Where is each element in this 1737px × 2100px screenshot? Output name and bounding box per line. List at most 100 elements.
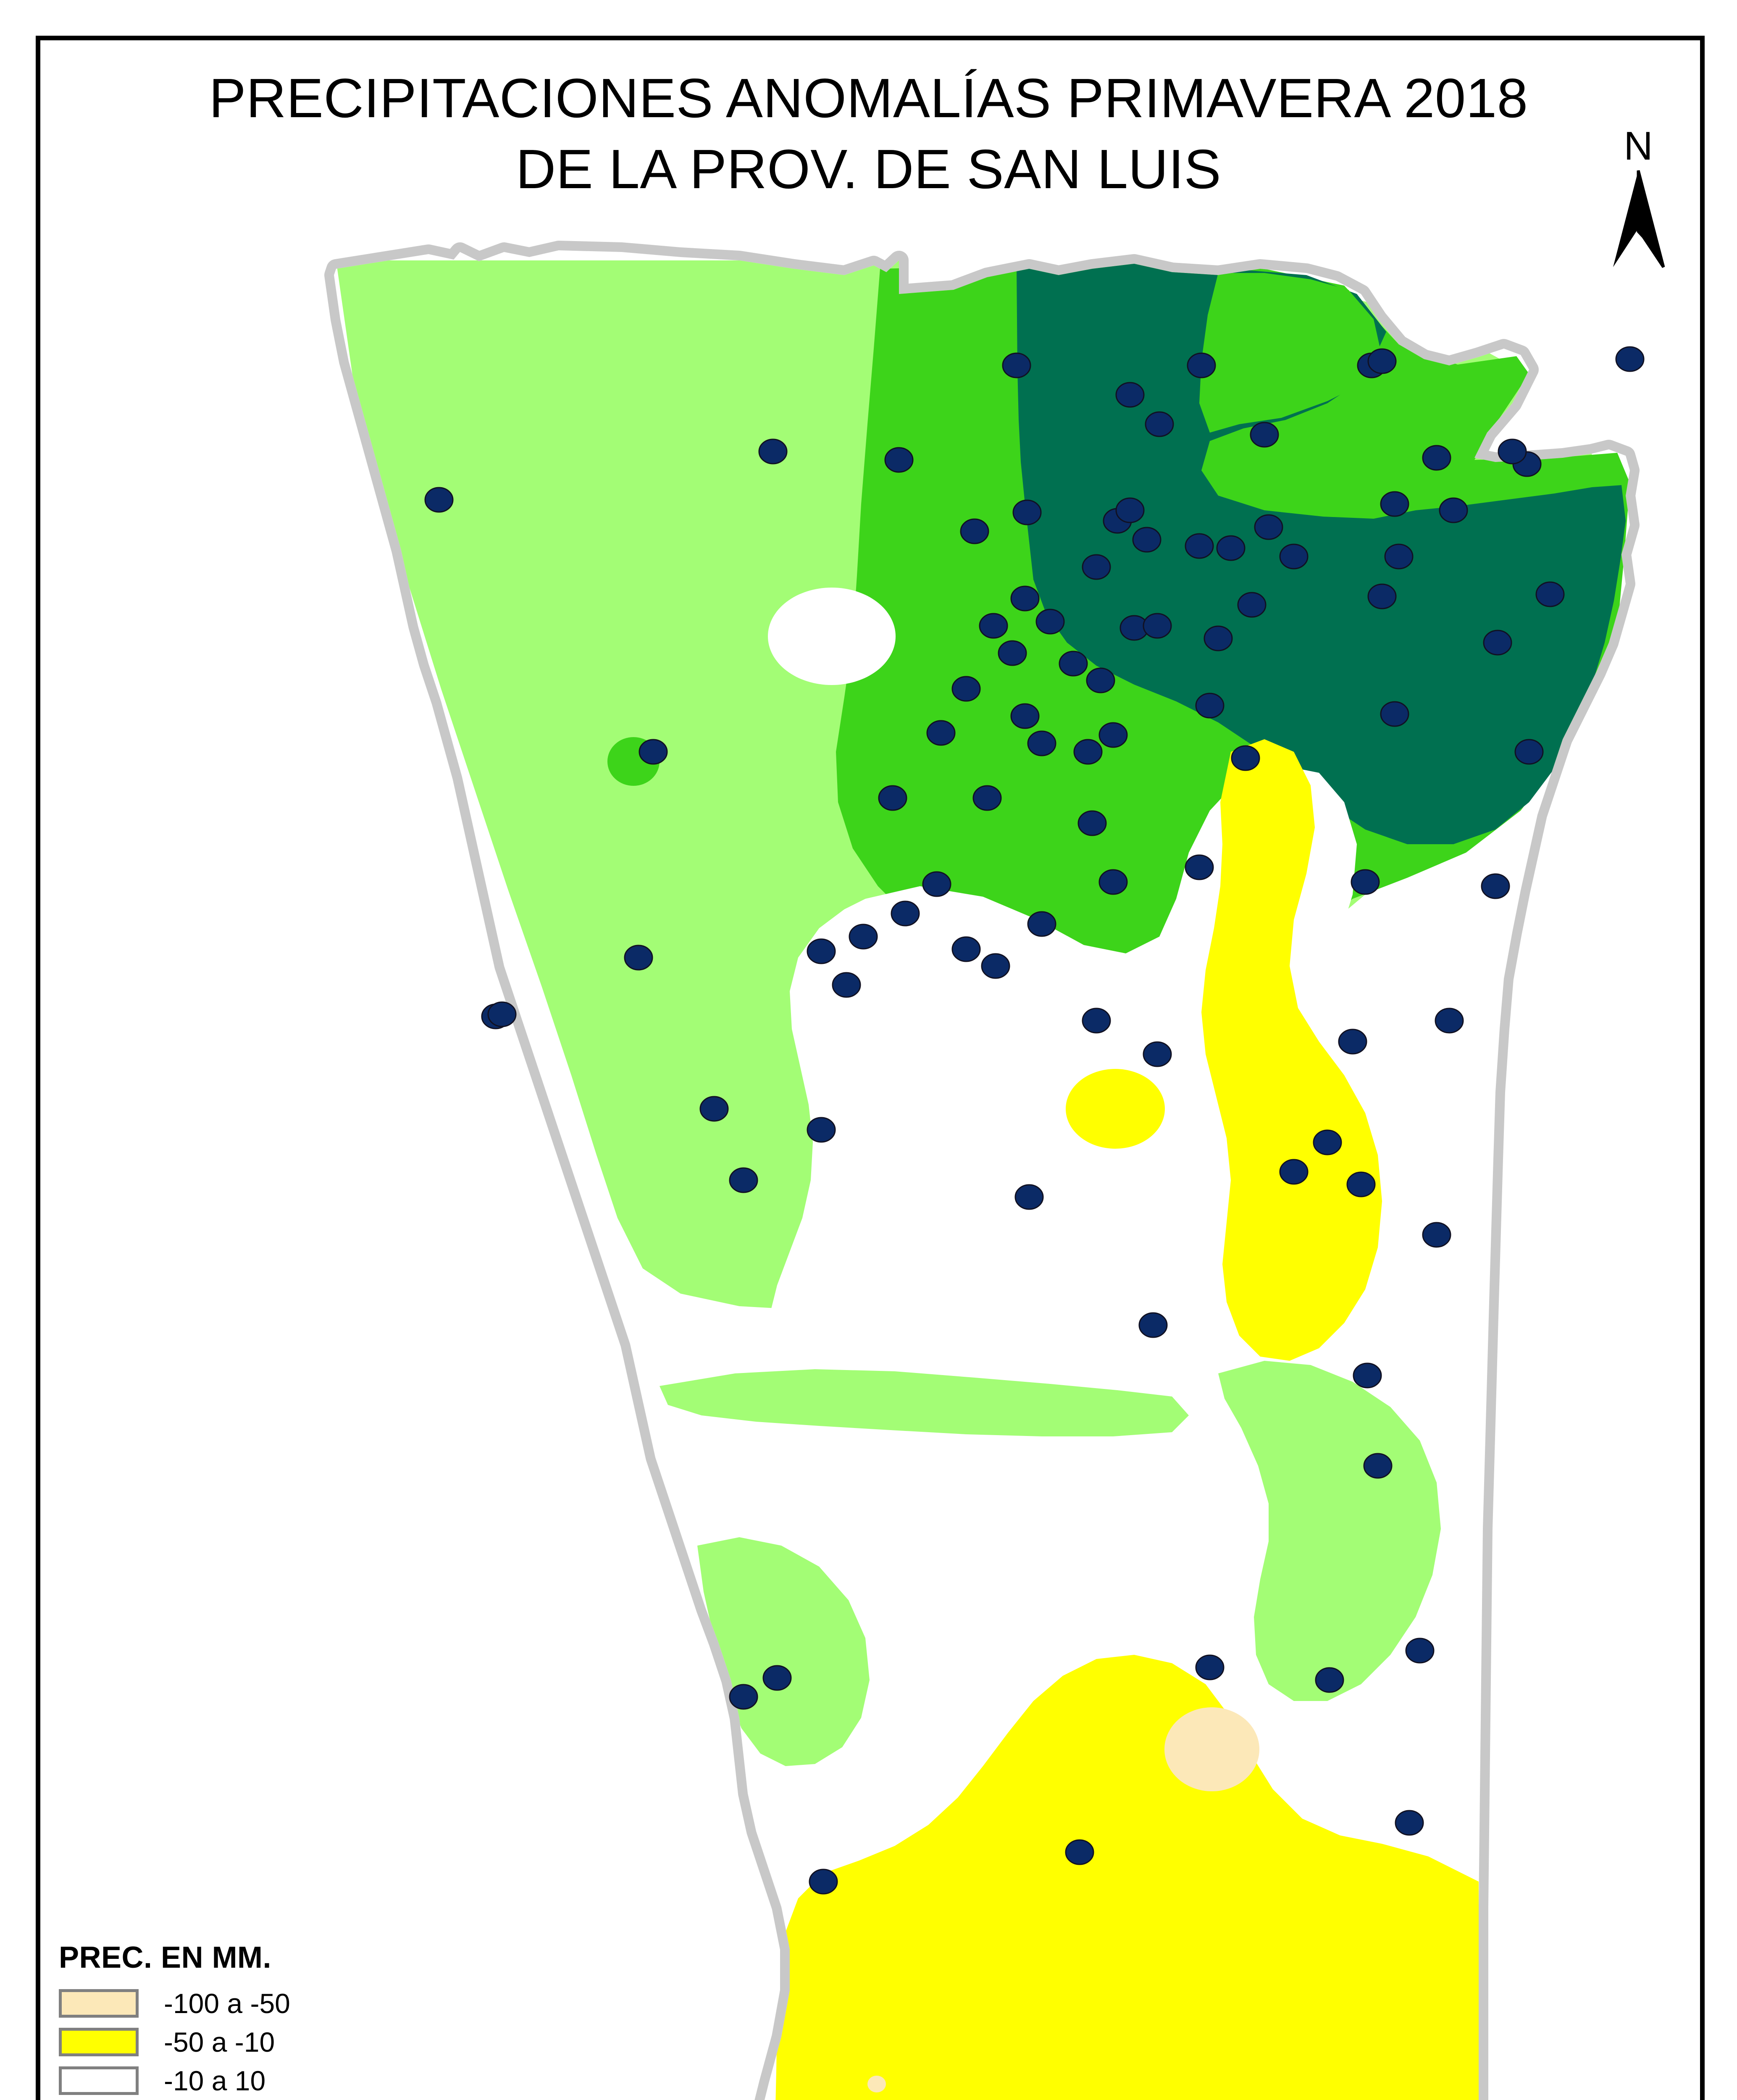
station-point bbox=[1185, 533, 1214, 559]
station-point bbox=[926, 720, 956, 746]
station-point bbox=[1367, 348, 1397, 374]
station-point bbox=[729, 1167, 758, 1193]
station-point bbox=[1439, 497, 1468, 523]
north-arrow-icon bbox=[1613, 170, 1665, 268]
page-title: PRECIPITACIONES ANOMALÍAS PRIMAVERA 2018… bbox=[0, 63, 1737, 205]
station-point bbox=[1012, 499, 1042, 525]
station-point bbox=[951, 936, 981, 962]
station-point bbox=[884, 447, 914, 473]
station-point bbox=[1367, 583, 1397, 609]
station-point bbox=[1195, 693, 1225, 719]
station-point bbox=[1481, 873, 1510, 899]
station-point bbox=[1185, 854, 1214, 880]
station-point bbox=[807, 1117, 836, 1143]
station-point bbox=[1132, 527, 1162, 553]
station-point bbox=[624, 945, 653, 971]
class-band--50--10-east bbox=[1201, 739, 1382, 1361]
station-point bbox=[1422, 1222, 1451, 1248]
station-point bbox=[891, 900, 920, 927]
station-point bbox=[998, 640, 1027, 666]
class-inlay-50-100-ne bbox=[1199, 273, 1382, 433]
title-line-2: DE LA PROV. DE SAN LUIS bbox=[515, 138, 1222, 200]
station-point bbox=[1351, 869, 1380, 895]
station-point bbox=[424, 487, 454, 513]
station-point bbox=[1422, 445, 1451, 471]
station-point bbox=[1395, 1810, 1424, 1836]
station-point bbox=[1216, 535, 1246, 561]
station-point bbox=[1204, 625, 1233, 651]
station-point bbox=[762, 1665, 792, 1691]
station-points-layer bbox=[424, 346, 1645, 1895]
station-point bbox=[1380, 491, 1409, 517]
station-point bbox=[1353, 1362, 1382, 1389]
station-point bbox=[1483, 630, 1512, 656]
station-point bbox=[1086, 667, 1115, 693]
station-point bbox=[1098, 722, 1128, 748]
station-point bbox=[1014, 1184, 1044, 1210]
station-point bbox=[1380, 701, 1409, 727]
station-point bbox=[1535, 581, 1565, 607]
class-strip-10-50-upper bbox=[660, 1369, 1189, 1436]
station-point bbox=[1010, 585, 1040, 612]
station-point bbox=[639, 739, 668, 765]
station-point bbox=[1315, 1667, 1344, 1693]
station-point bbox=[981, 953, 1010, 979]
station-point bbox=[1615, 346, 1645, 372]
class-band-100-150 bbox=[1017, 262, 1626, 844]
station-point bbox=[1065, 1839, 1094, 1865]
station-point bbox=[1138, 1312, 1168, 1338]
station-point bbox=[1338, 1029, 1367, 1055]
station-point bbox=[1187, 352, 1216, 378]
station-point bbox=[1145, 411, 1174, 437]
station-point bbox=[729, 1684, 758, 1710]
station-point bbox=[1059, 651, 1088, 677]
anomaly-surface bbox=[334, 250, 1630, 2100]
north-arrow-label: N bbox=[1624, 123, 1653, 168]
station-point bbox=[758, 438, 788, 465]
station-point bbox=[1363, 1453, 1393, 1479]
station-point bbox=[1010, 703, 1040, 729]
legend-label-2: -10 a 10 bbox=[164, 2065, 266, 2096]
station-point bbox=[1082, 554, 1111, 580]
station-point bbox=[1231, 745, 1260, 771]
station-point bbox=[1237, 592, 1267, 618]
north-arrow: N bbox=[1592, 126, 1684, 286]
station-point bbox=[832, 972, 861, 998]
station-point bbox=[1514, 739, 1544, 765]
station-point bbox=[1346, 1171, 1376, 1197]
station-point bbox=[1254, 514, 1283, 540]
station-point bbox=[951, 676, 981, 702]
station-point bbox=[1435, 1008, 1464, 1034]
station-point bbox=[1073, 739, 1103, 765]
class-band--50--10-south bbox=[773, 1655, 1479, 2100]
station-point bbox=[1279, 1159, 1309, 1185]
station-point bbox=[960, 518, 989, 544]
station-point bbox=[972, 785, 1002, 811]
station-point bbox=[1405, 1638, 1435, 1664]
station-point bbox=[1143, 1041, 1172, 1067]
station-point bbox=[1498, 438, 1527, 465]
station-point bbox=[1143, 613, 1172, 639]
legend-row: -50 a -10 bbox=[59, 2023, 605, 2061]
station-point bbox=[809, 1869, 838, 1895]
legend-heading: PREC. EN MM. bbox=[59, 1941, 272, 1974]
legend-swatch-2 bbox=[59, 2066, 139, 2095]
class-patch-10-50-east bbox=[1218, 1361, 1441, 1701]
station-point bbox=[979, 613, 1008, 639]
station-point bbox=[1250, 422, 1279, 448]
legend-swatch-0 bbox=[59, 1989, 139, 2018]
station-point bbox=[878, 785, 907, 811]
station-point bbox=[1098, 869, 1128, 895]
class-hole--10-10-nw bbox=[768, 588, 896, 685]
class-blob--100--50 bbox=[1164, 1707, 1259, 1791]
station-point bbox=[1035, 609, 1065, 635]
station-point bbox=[922, 871, 951, 897]
station-point bbox=[1279, 543, 1309, 570]
legend-row: -10 a 10 bbox=[59, 2061, 605, 2100]
legend-label-0: -100 a -50 bbox=[164, 1988, 290, 2019]
station-point bbox=[1195, 1654, 1225, 1680]
station-point bbox=[1115, 382, 1145, 408]
station-point bbox=[807, 938, 836, 964]
